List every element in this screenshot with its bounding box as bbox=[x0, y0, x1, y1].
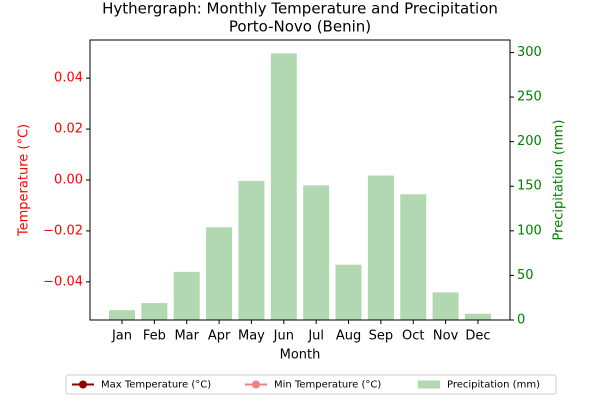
y2-tick-label: 0 bbox=[517, 313, 525, 328]
y-axis-label: Temperature (°C) bbox=[17, 124, 32, 237]
bar bbox=[400, 194, 427, 320]
y-tick-label: 0.04 bbox=[54, 71, 83, 86]
y-tick-label: −0.02 bbox=[43, 223, 83, 238]
x-tick-label: Feb bbox=[143, 329, 166, 344]
chart-subtitle: Porto-Novo (Benin) bbox=[229, 18, 371, 36]
x-tick-label: Mar bbox=[174, 329, 199, 344]
x-tick-label: May bbox=[238, 329, 265, 344]
x-tick-label: Oct bbox=[402, 329, 424, 344]
y2-tick-label: 150 bbox=[517, 179, 542, 194]
legend-swatch bbox=[418, 380, 440, 389]
y2-tick-label: 50 bbox=[517, 268, 534, 283]
x-tick-label: Nov bbox=[433, 329, 459, 344]
bar bbox=[109, 310, 135, 320]
y2-axis-label: Precipitation (mm) bbox=[552, 120, 567, 241]
x-tick-label: Jan bbox=[111, 329, 132, 344]
y-tick-label: 0.00 bbox=[54, 173, 83, 188]
legend-label: Max Temperature (°C) bbox=[101, 380, 211, 391]
y2-tick-label: 300 bbox=[517, 45, 542, 60]
plot-frame bbox=[89, 39, 511, 321]
x-tick-label: Dec bbox=[465, 329, 490, 344]
legend-marker bbox=[79, 380, 87, 389]
bar bbox=[141, 303, 168, 320]
y-tick-label: 0.02 bbox=[54, 122, 83, 137]
bar bbox=[303, 185, 330, 320]
y2-tick-label: 100 bbox=[517, 223, 542, 238]
x-tick-label: Jul bbox=[307, 329, 324, 344]
legend-label: Precipitation (mm) bbox=[447, 380, 540, 391]
x-tick-label: Jun bbox=[273, 329, 294, 344]
bar bbox=[238, 180, 265, 320]
y2-tick-label: 200 bbox=[517, 134, 542, 149]
legend-marker bbox=[252, 380, 260, 389]
chart-title: Hythergraph: Monthly Temperature and Pre… bbox=[102, 0, 498, 18]
bar bbox=[464, 313, 491, 320]
bar bbox=[335, 264, 362, 320]
bar bbox=[367, 175, 394, 320]
bar bbox=[270, 53, 297, 321]
legend-box bbox=[65, 374, 557, 395]
x-axis-label: Month bbox=[280, 348, 321, 363]
legend-label: Min Temperature (°C) bbox=[274, 380, 381, 391]
y-tick-label: −0.04 bbox=[43, 274, 83, 289]
y2-tick-label: 250 bbox=[517, 90, 542, 105]
bar bbox=[206, 227, 233, 320]
bar bbox=[432, 292, 459, 320]
x-tick-label: Sep bbox=[369, 329, 394, 344]
bar bbox=[173, 271, 200, 320]
x-tick-label: Apr bbox=[208, 329, 231, 344]
x-tick-label: Aug bbox=[336, 329, 361, 344]
